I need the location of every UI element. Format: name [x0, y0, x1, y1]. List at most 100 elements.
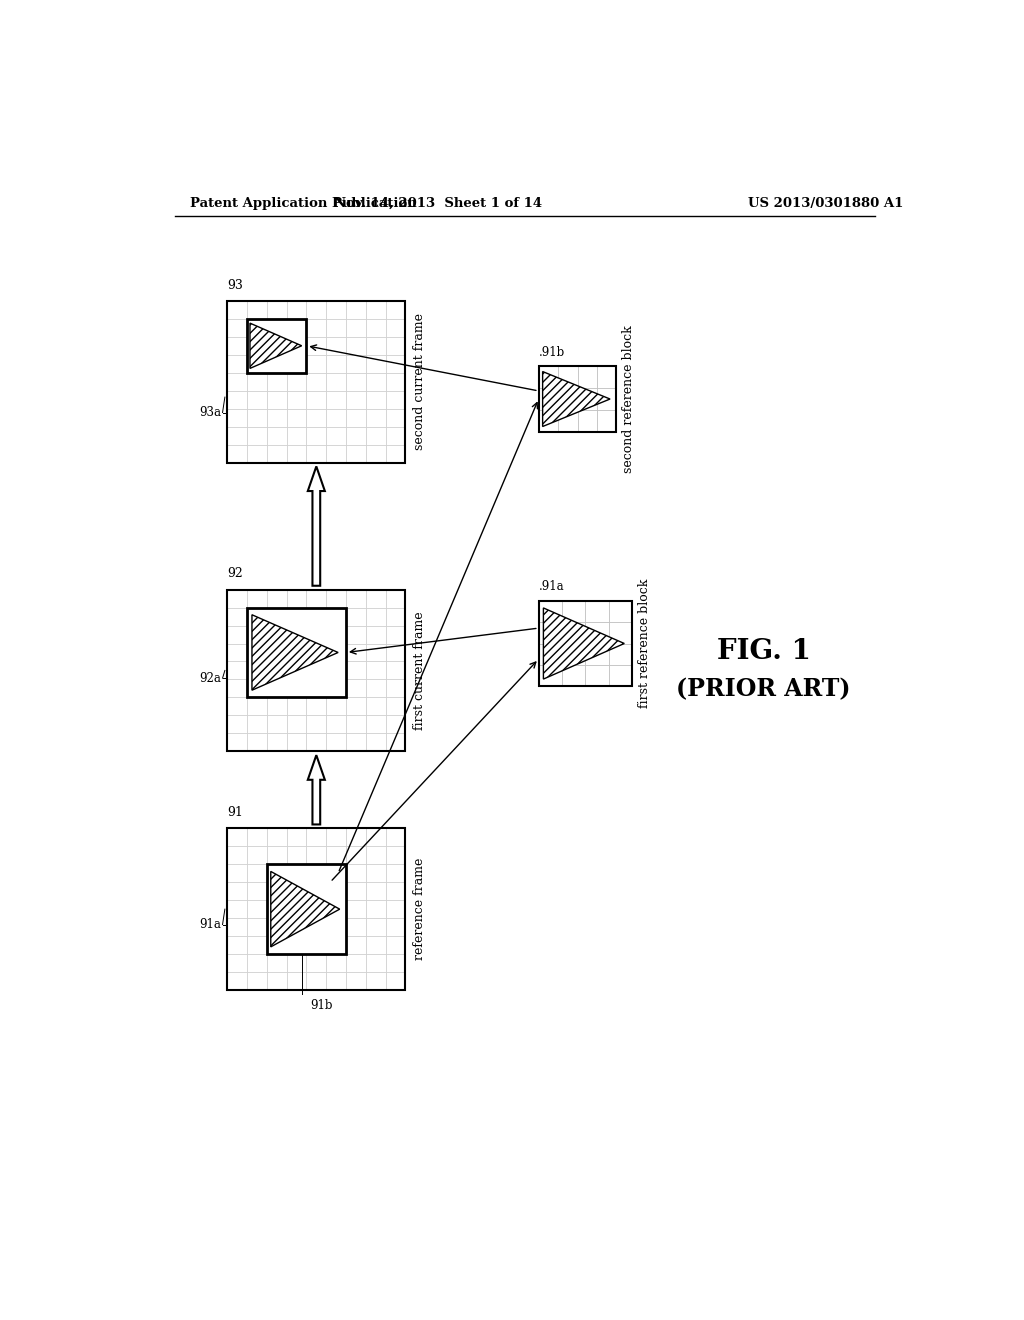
Bar — [247, 626, 267, 644]
Bar — [386, 936, 406, 954]
Bar — [346, 426, 366, 445]
Bar — [306, 936, 327, 954]
Bar — [306, 409, 327, 426]
Bar — [306, 972, 327, 990]
Bar — [366, 644, 386, 661]
Bar — [386, 301, 406, 319]
Bar — [386, 846, 406, 865]
Bar — [247, 391, 267, 409]
Bar — [287, 445, 306, 462]
Bar — [366, 607, 386, 626]
Bar — [227, 954, 247, 972]
Text: first reference block: first reference block — [638, 578, 651, 709]
Bar — [386, 972, 406, 990]
Bar — [608, 665, 632, 686]
Bar — [306, 882, 327, 900]
Bar — [227, 391, 247, 409]
Bar — [267, 829, 287, 846]
Bar — [597, 388, 616, 411]
Polygon shape — [543, 371, 610, 426]
Bar — [306, 301, 327, 319]
Bar — [267, 882, 287, 900]
Bar — [227, 829, 247, 846]
Bar — [327, 337, 346, 355]
Bar — [346, 626, 366, 644]
Bar — [539, 388, 558, 411]
Bar — [227, 355, 247, 372]
Bar — [306, 846, 327, 865]
Bar — [247, 954, 267, 972]
Bar — [287, 882, 306, 900]
Bar — [386, 644, 406, 661]
Bar — [346, 680, 366, 697]
Bar — [287, 337, 306, 355]
Bar — [346, 355, 366, 372]
Text: (PRIOR ART): (PRIOR ART) — [676, 677, 851, 702]
Bar — [366, 697, 386, 715]
Bar — [247, 882, 267, 900]
Bar — [267, 301, 287, 319]
Bar — [287, 644, 306, 661]
Text: Patent Application Publication: Patent Application Publication — [190, 197, 417, 210]
Bar — [327, 734, 346, 751]
Bar — [287, 372, 306, 391]
Bar — [327, 426, 346, 445]
Bar — [366, 445, 386, 462]
Bar — [247, 319, 306, 372]
Bar — [247, 319, 267, 337]
Bar — [386, 445, 406, 462]
Bar — [227, 936, 247, 954]
Bar — [327, 936, 346, 954]
Bar — [539, 644, 562, 665]
Bar — [287, 829, 306, 846]
Bar — [386, 680, 406, 697]
Bar — [227, 680, 247, 697]
Text: 93: 93 — [227, 279, 243, 292]
Bar — [346, 301, 366, 319]
Bar — [366, 319, 386, 337]
Bar — [306, 426, 327, 445]
Bar — [227, 715, 247, 734]
Bar — [386, 590, 406, 607]
Bar — [327, 919, 346, 936]
Bar — [539, 411, 558, 432]
Bar — [287, 734, 306, 751]
Bar — [366, 409, 386, 426]
Bar — [327, 626, 346, 644]
Bar — [306, 715, 327, 734]
Bar — [578, 367, 597, 388]
Bar — [327, 372, 346, 391]
Bar — [306, 644, 327, 661]
Bar — [227, 882, 247, 900]
Bar — [346, 590, 366, 607]
Bar — [267, 846, 287, 865]
Bar — [346, 882, 366, 900]
Bar — [287, 355, 306, 372]
Bar — [287, 409, 306, 426]
Bar — [558, 367, 578, 388]
Bar — [366, 846, 386, 865]
Bar — [346, 936, 366, 954]
Bar — [386, 607, 406, 626]
Bar — [386, 337, 406, 355]
Bar — [267, 661, 287, 680]
Bar — [386, 426, 406, 445]
Polygon shape — [252, 615, 338, 690]
Bar — [327, 607, 346, 626]
Bar — [227, 409, 247, 426]
Bar — [346, 607, 366, 626]
Bar — [366, 936, 386, 954]
Bar — [227, 865, 247, 882]
Bar — [267, 865, 287, 882]
Bar — [267, 590, 287, 607]
Bar — [306, 445, 327, 462]
Bar — [247, 355, 267, 372]
Bar — [366, 426, 386, 445]
Bar — [247, 829, 267, 846]
Bar — [247, 644, 267, 661]
Bar — [539, 366, 616, 432]
Bar — [327, 409, 346, 426]
Bar — [227, 607, 247, 626]
Bar — [366, 882, 386, 900]
Bar — [227, 372, 247, 391]
